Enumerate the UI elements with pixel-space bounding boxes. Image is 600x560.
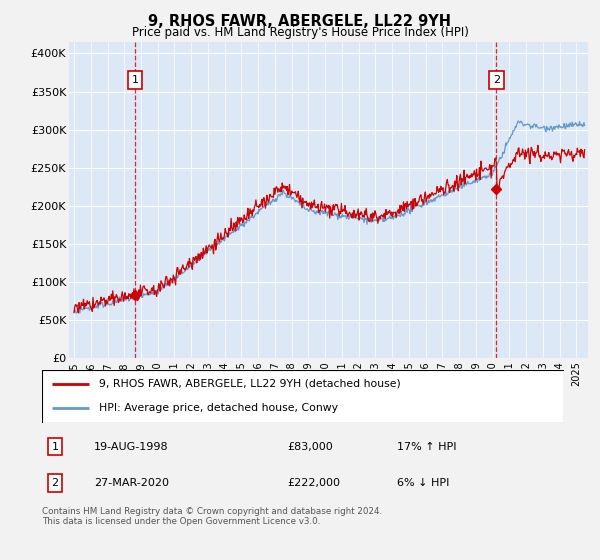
Text: 27-MAR-2020: 27-MAR-2020 xyxy=(94,478,169,488)
Text: £83,000: £83,000 xyxy=(287,442,333,451)
Text: Price paid vs. HM Land Registry's House Price Index (HPI): Price paid vs. HM Land Registry's House … xyxy=(131,26,469,39)
Text: 9, RHOS FAWR, ABERGELE, LL22 9YH (detached house): 9, RHOS FAWR, ABERGELE, LL22 9YH (detach… xyxy=(100,379,401,389)
Text: 9, RHOS FAWR, ABERGELE, LL22 9YH: 9, RHOS FAWR, ABERGELE, LL22 9YH xyxy=(149,14,452,29)
Text: Contains HM Land Registry data © Crown copyright and database right 2024.
This d: Contains HM Land Registry data © Crown c… xyxy=(42,507,382,526)
Text: 2: 2 xyxy=(52,478,59,488)
Text: £222,000: £222,000 xyxy=(287,478,340,488)
Text: 2: 2 xyxy=(493,75,500,85)
Text: 1: 1 xyxy=(131,75,139,85)
Text: 6% ↓ HPI: 6% ↓ HPI xyxy=(397,478,449,488)
Text: 1: 1 xyxy=(52,442,59,451)
Text: 19-AUG-1998: 19-AUG-1998 xyxy=(94,442,169,451)
Text: 17% ↑ HPI: 17% ↑ HPI xyxy=(397,442,457,451)
Text: HPI: Average price, detached house, Conwy: HPI: Average price, detached house, Conw… xyxy=(100,403,338,413)
